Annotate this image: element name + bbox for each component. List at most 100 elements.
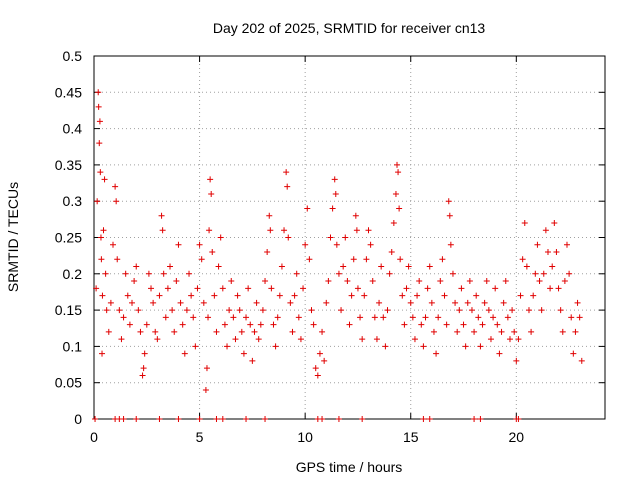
data-point [94,198,101,205]
data-point [506,336,513,343]
data-point [471,416,478,422]
y-tick-label: 0.4 [63,121,83,137]
data-point [308,307,315,314]
data-point [332,190,339,197]
data-point [232,336,239,343]
data-point [139,372,146,379]
data-point [416,278,423,285]
data-point [559,328,566,335]
data-point [409,314,416,321]
data-point [266,212,273,219]
data-point [156,416,163,422]
data-point [319,416,326,422]
data-point [293,270,300,277]
data-point [267,227,274,234]
data-point [295,314,302,321]
data-point [517,292,524,299]
chart-title: Day 202 of 2025, SRMTID for receiver cn1… [213,20,486,36]
data-point [458,285,465,292]
data-point [536,278,543,285]
data-point [401,321,408,328]
data-point [116,307,123,314]
data-point [561,278,568,285]
data-point [257,321,264,328]
point-layer [92,89,585,422]
data-point [553,249,560,256]
data-point [99,350,106,357]
data-point [460,321,467,328]
data-point [511,328,518,335]
data-point [346,321,353,328]
data-point [521,219,528,226]
data-point [285,234,292,241]
data-point [441,292,448,299]
data-point [219,285,226,292]
data-point [359,336,366,343]
data-point [156,292,163,299]
data-point [498,328,505,335]
data-point [96,118,103,125]
data-point [464,299,471,306]
data-point [213,328,220,335]
data-point [270,321,277,328]
data-point [103,307,110,314]
data-point [325,278,332,285]
data-point [251,328,258,335]
data-point [426,263,433,270]
data-point [540,270,547,277]
data-point [92,416,99,422]
data-point [435,314,442,321]
data-point [363,256,370,263]
data-point [131,278,138,285]
data-point [542,227,549,234]
data-point [342,234,349,241]
data-point [110,241,117,248]
data-point [304,205,311,212]
data-point [113,198,120,205]
data-point [150,299,157,306]
data-point [578,357,585,364]
data-point [485,307,492,314]
data-point [228,278,235,285]
data-point [141,350,148,357]
data-point [390,219,397,226]
data-point [188,292,195,299]
data-point [462,343,469,350]
y-tick-label: 0.15 [55,302,82,318]
data-point [319,328,326,335]
data-point [333,241,340,248]
data-point [105,328,112,335]
data-point [203,365,210,372]
data-point [399,292,406,299]
data-point [183,307,190,314]
data-point [175,416,182,422]
data-point [202,386,209,393]
data-point [133,263,140,270]
data-point [177,299,184,306]
data-point [255,336,262,343]
data-point [120,314,127,321]
data-point [181,350,188,357]
data-point [500,299,507,306]
data-point [452,299,459,306]
data-point [107,299,114,306]
data-point [224,343,231,350]
data-point [284,183,291,190]
data-point [243,314,250,321]
data-point [179,321,186,328]
data-point [515,336,522,343]
y-axis-label: SRMTID / TECUs [5,182,21,292]
data-point [102,270,109,277]
data-point [494,321,501,328]
data-point [137,328,144,335]
data-point [367,241,374,248]
data-point [289,328,296,335]
data-point [321,357,328,364]
data-point [207,176,214,183]
data-point [200,299,207,306]
data-point [283,169,290,176]
data-point [264,249,271,256]
data-point [430,328,437,335]
data-point [395,169,402,176]
